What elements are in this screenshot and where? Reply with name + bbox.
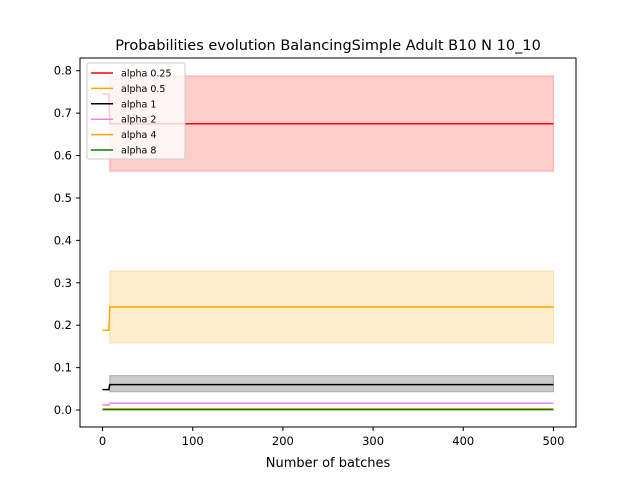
confidence-band-2: [109, 375, 554, 393]
y-tick-label: 0.1: [54, 361, 72, 375]
x-axis-label: Number of batches: [266, 456, 391, 471]
y-tick-label: 0.5: [54, 191, 72, 205]
legend-label: alpha 1: [121, 99, 156, 110]
series-line-3: [102, 402, 554, 406]
y-tick-label: 0.6: [54, 149, 72, 163]
plot-frame: [79, 57, 577, 428]
x-tick-label: 300: [362, 434, 384, 448]
y-tick-label: 0.7: [54, 106, 72, 120]
x-tick-label: 100: [182, 434, 204, 448]
series-line-1: [102, 306, 554, 332]
x-tick-label: 200: [272, 434, 294, 448]
y-tick-label: 0.0: [54, 403, 72, 417]
legend-label: alpha 4: [121, 130, 156, 141]
y-tick-label: 0.4: [54, 233, 72, 247]
chart-title: Probabilities evolution BalancingSimple …: [115, 38, 541, 54]
legend-label: alpha 8: [121, 146, 156, 157]
legend-label: alpha 0.5: [121, 84, 165, 95]
series-line-2: [102, 383, 554, 391]
x-tick-label: 400: [452, 434, 474, 448]
y-tick-label: 0.2: [54, 318, 72, 332]
x-tick-label: 500: [542, 434, 564, 448]
legend-label: alpha 2: [121, 115, 156, 126]
y-tick-label: 0.8: [54, 64, 72, 78]
x-tick-label: 0: [99, 434, 106, 448]
legend: alpha 0.25 alpha 0.5 alpha 1 alpha 2 alpha 4…: [86, 62, 186, 160]
legend-label: alpha 0.25: [121, 69, 172, 80]
y-tick-label: 0.3: [54, 276, 72, 290]
